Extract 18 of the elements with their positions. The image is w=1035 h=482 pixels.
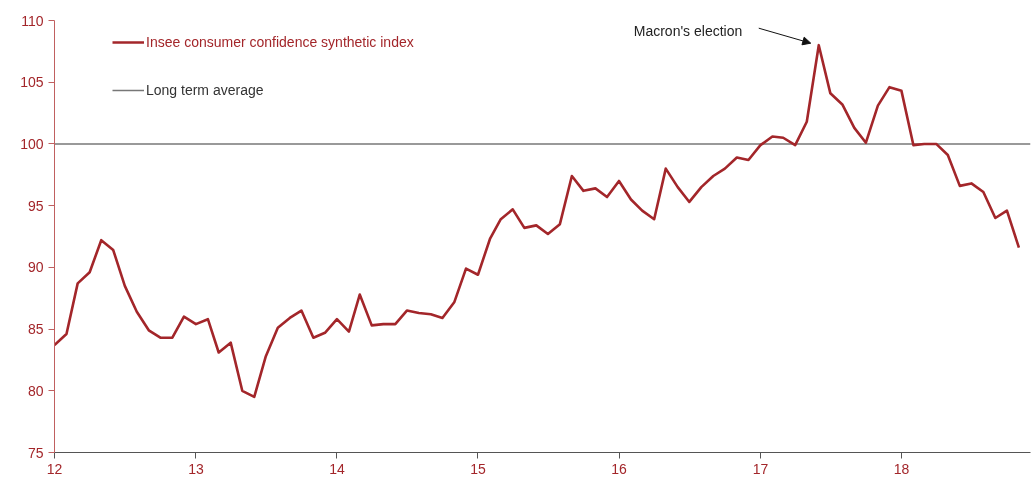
legend-label: Insee consumer confidence synthetic index: [146, 34, 414, 50]
x-tick-label: 12: [46, 460, 63, 477]
annotation: Macron's election: [633, 23, 743, 40]
y-tick-label: 85: [27, 321, 44, 338]
y-tick-label: 110: [21, 12, 44, 29]
y-tick-label: 80: [27, 382, 44, 399]
x-tick-label: 15: [470, 460, 486, 477]
legend-label: Long term average: [146, 82, 264, 98]
x-tick-label: 17: [752, 460, 769, 477]
y-tick-label: 75: [27, 444, 44, 461]
y-tick-label: 105: [20, 74, 44, 91]
x-tick-label: 18: [893, 460, 910, 477]
y-tick-label: 100: [20, 135, 44, 152]
y-tick-label: 90: [27, 259, 44, 276]
y-tick-label: 95: [27, 197, 44, 214]
x-tick-label: 16: [611, 460, 627, 477]
x-tick-label: 14: [329, 460, 345, 477]
x-tick-label: 13: [188, 460, 204, 477]
